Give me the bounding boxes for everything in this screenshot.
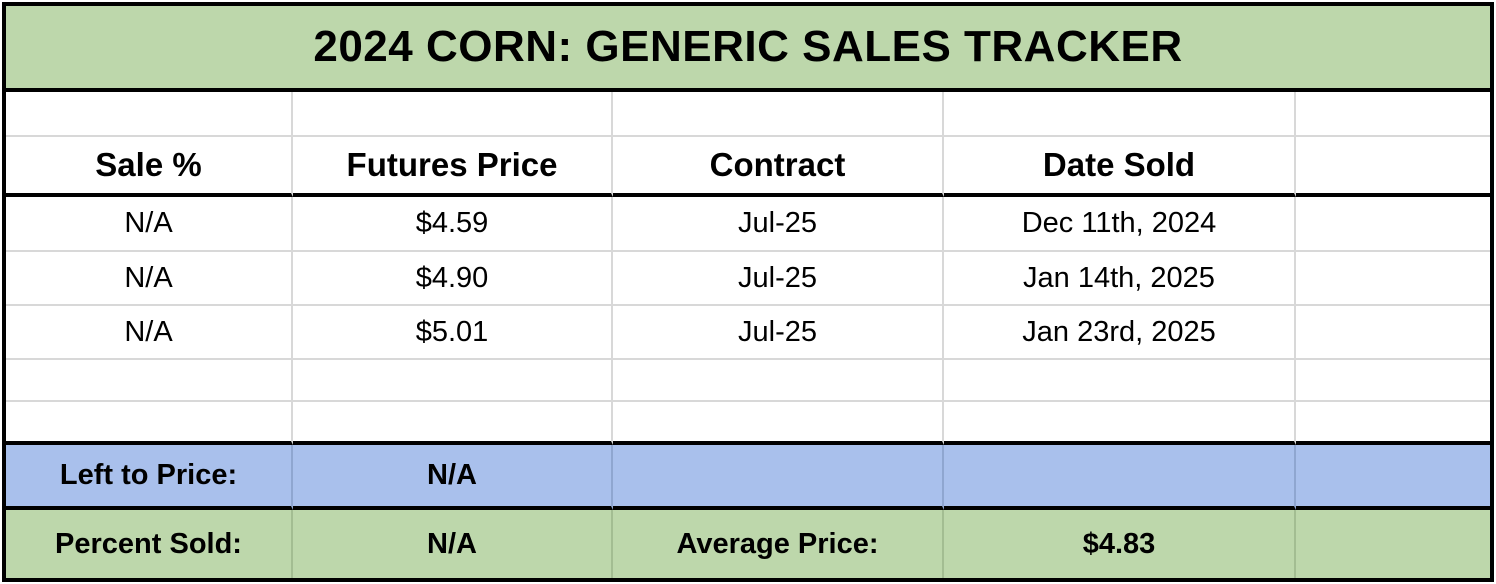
col-header-sale-pct[interactable]: Sale % (6, 137, 293, 197)
empty-cell[interactable] (944, 360, 1296, 402)
cell-contract[interactable]: Jul-25 (613, 252, 944, 306)
col-header-date-sold[interactable]: Date Sold (944, 137, 1296, 197)
empty-cell[interactable] (293, 360, 613, 402)
empty-cell[interactable] (1296, 510, 1490, 578)
empty-cell[interactable] (613, 445, 944, 510)
empty-cell[interactable] (293, 402, 613, 445)
cell-futures-price[interactable]: $4.90 (293, 252, 613, 306)
empty-cell[interactable] (6, 360, 293, 402)
average-price-label[interactable]: Average Price: (613, 510, 944, 578)
empty-cell[interactable] (1296, 306, 1490, 360)
col-header-contract[interactable]: Contract (613, 137, 944, 197)
cell-futures-price[interactable]: $4.59 (293, 197, 613, 252)
cell-sale-pct[interactable]: N/A (6, 197, 293, 252)
tracker-title-cell[interactable]: 2024 CORN: GENERIC SALES TRACKER (6, 6, 1490, 92)
empty-cell[interactable] (613, 402, 944, 445)
cell-date-sold[interactable]: Jan 14th, 2025 (944, 252, 1296, 306)
cell-sale-pct[interactable]: N/A (6, 306, 293, 360)
empty-cell[interactable] (293, 92, 613, 137)
empty-cell[interactable] (6, 92, 293, 137)
cell-date-sold[interactable]: Jan 23rd, 2025 (944, 306, 1296, 360)
empty-cell[interactable] (944, 445, 1296, 510)
cell-contract[interactable]: Jul-25 (613, 197, 944, 252)
empty-cell[interactable] (6, 402, 293, 445)
empty-cell[interactable] (1296, 445, 1490, 510)
cell-date-sold[interactable]: Dec 11th, 2024 (944, 197, 1296, 252)
col-header-empty[interactable] (1296, 137, 1490, 197)
cell-contract[interactable]: Jul-25 (613, 306, 944, 360)
left-to-price-label[interactable]: Left to Price: (6, 445, 293, 510)
empty-cell[interactable] (1296, 92, 1490, 137)
percent-sold-value[interactable]: N/A (293, 510, 613, 578)
empty-cell[interactable] (613, 92, 944, 137)
empty-cell[interactable] (613, 360, 944, 402)
empty-cell[interactable] (944, 92, 1296, 137)
cell-sale-pct[interactable]: N/A (6, 252, 293, 306)
empty-cell[interactable] (1296, 402, 1490, 445)
col-header-futures-price[interactable]: Futures Price (293, 137, 613, 197)
percent-sold-label[interactable]: Percent Sold: (6, 510, 293, 578)
empty-cell[interactable] (944, 402, 1296, 445)
cell-futures-price[interactable]: $5.01 (293, 306, 613, 360)
left-to-price-value[interactable]: N/A (293, 445, 613, 510)
empty-cell[interactable] (1296, 197, 1490, 252)
average-price-value[interactable]: $4.83 (944, 510, 1296, 578)
empty-cell[interactable] (1296, 360, 1490, 402)
empty-cell[interactable] (1296, 252, 1490, 306)
